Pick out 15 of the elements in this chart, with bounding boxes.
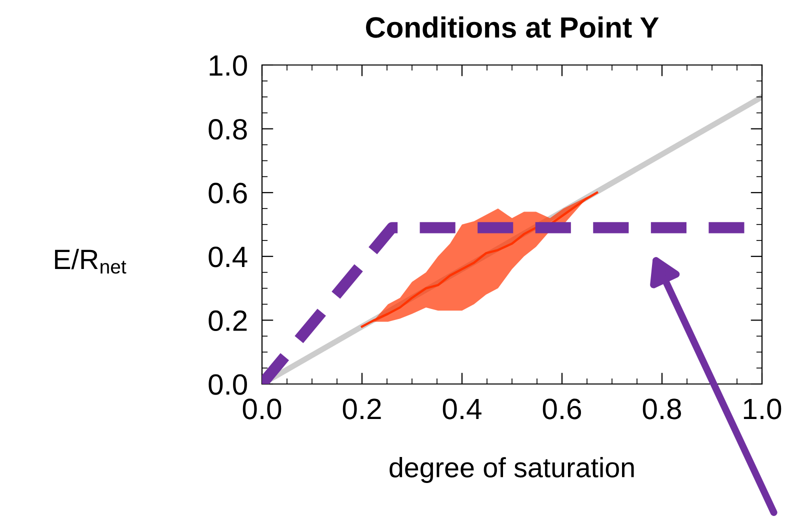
y-tick-label: 1.0	[210, 55, 247, 76]
x-tick-label: 0.6	[542, 398, 581, 420]
y-tick-label: 0.0	[208, 374, 247, 395]
x-axis-title: degree of saturation	[390, 457, 634, 483]
y-tick-label: 0.8	[208, 119, 247, 140]
chart-title: Conditions at Point Y	[366, 16, 659, 38]
y-tick-label: 0.6	[208, 182, 247, 204]
x-tick-label: 0.4	[442, 398, 482, 420]
y-tick-label: 0.2	[208, 310, 247, 332]
y-tick-label: 0.4	[208, 246, 248, 268]
x-tick-label: 0.2	[342, 398, 381, 420]
x-tick-label: 0.8	[642, 398, 682, 420]
x-tick-label: 0.0	[242, 398, 282, 420]
x-tick-label: 1.0	[744, 398, 782, 420]
y-axis-title: E/R$_{net}$	[55, 248, 126, 274]
